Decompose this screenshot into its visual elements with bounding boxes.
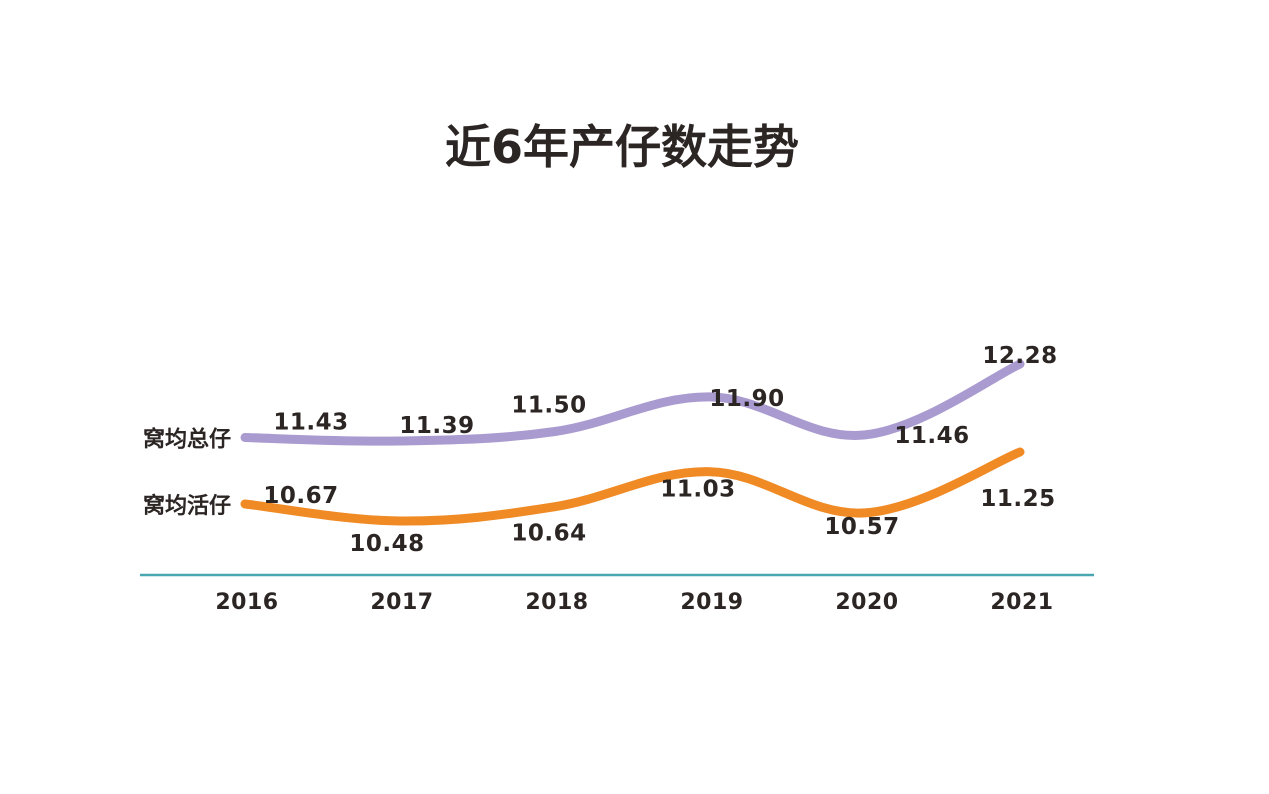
chart-title: 近6年产仔数走势 [445,120,799,174]
series-line-2 [240,447,1025,526]
series-name-1: 窝均总仔 [143,427,231,453]
data-label: 10.57 [824,514,899,540]
data-label: 11.50 [511,393,586,419]
data-label: 11.90 [709,386,784,412]
data-label: 10.67 [263,483,338,509]
series-name-2: 窝均活仔 [143,493,231,519]
x-tick-label: 2020 [835,590,898,615]
label-layer: 窝均总仔 11.43 11.39 11.50 11.90 11.46 12.28 窝均活仔 10… [143,343,1057,557]
data-label: 10.64 [511,521,586,547]
x-tick-label: 2019 [680,590,743,615]
x-tick-label: 2021 [990,590,1053,615]
series-layer [240,359,1025,526]
series-line-1 [240,359,1025,446]
x-tick-label: 2017 [370,590,433,615]
data-label: 11.43 [273,410,348,436]
data-label: 11.39 [399,413,474,439]
x-axis-ticks: 2016 2017 2018 2019 2020 2021 [215,590,1053,615]
data-label: 10.48 [349,531,424,557]
data-label: 11.03 [660,477,735,503]
data-label: 12.28 [982,343,1057,369]
x-tick-label: 2018 [525,590,588,615]
data-label: 11.25 [980,486,1055,512]
data-label: 11.46 [894,423,969,449]
x-tick-label: 2016 [215,590,278,615]
